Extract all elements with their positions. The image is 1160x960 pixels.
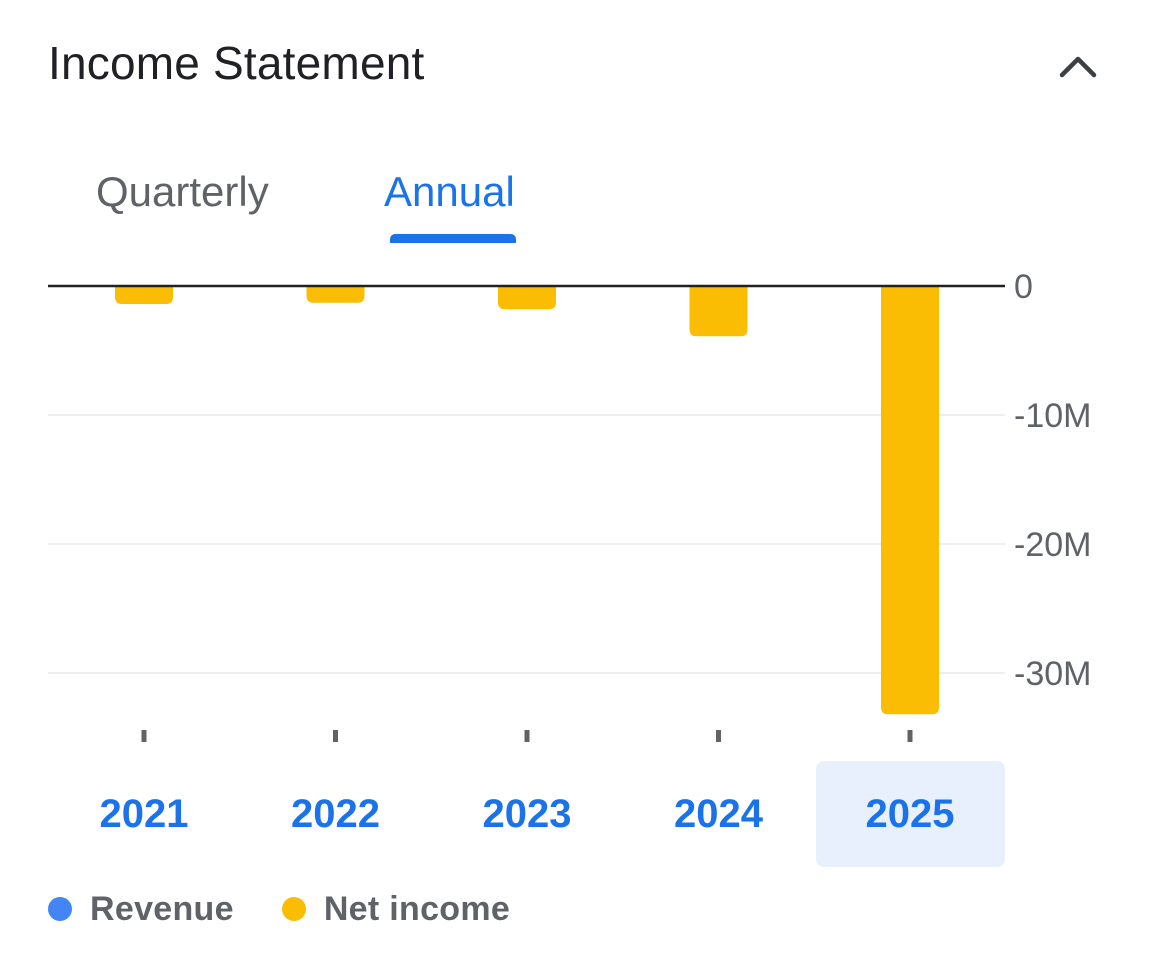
collapse-button[interactable] [1048, 38, 1108, 94]
year-selector-2023[interactable] [433, 761, 622, 867]
bar-net-income [115, 286, 173, 305]
period-tabs: Quarterly Annual [48, 160, 748, 246]
active-tab-indicator [390, 234, 516, 243]
bar-net-income [498, 286, 556, 310]
tab-annual[interactable]: Annual [384, 168, 515, 215]
tab-quarterly[interactable]: Quarterly [96, 168, 269, 215]
card-title: Income Statement [48, 37, 425, 89]
card-header: Income Statement [48, 30, 1108, 100]
chart-legend: Revenue Net income [48, 884, 558, 934]
bar-net-income [689, 286, 748, 337]
x-tick-mark [716, 730, 721, 742]
legend-label-revenue: Revenue [90, 889, 234, 928]
x-tick-mark [907, 730, 913, 742]
y-tick-label: -20M [1014, 526, 1091, 564]
bar-net-income [306, 286, 365, 303]
legend-label-net-income: Net income [323, 889, 511, 928]
y-tick-label: -10M [1014, 397, 1091, 435]
legend-dot-revenue [48, 897, 72, 921]
year-selector-2022[interactable] [242, 761, 431, 867]
x-tick-mark [524, 730, 530, 742]
year-selector-2021[interactable] [50, 761, 239, 867]
legend-item-revenue: Revenue [48, 890, 234, 929]
chevron-up-icon [1059, 56, 1097, 78]
x-tick-mark [333, 730, 338, 742]
year-selector-2024[interactable] [625, 761, 814, 867]
y-tick-label: 0 [1014, 268, 1033, 306]
x-tick-mark [141, 730, 147, 742]
bar-net-income [881, 286, 939, 715]
legend-item-net-income: Net income [281, 889, 511, 929]
y-tick-label: -30M [1014, 655, 1091, 693]
legend-dot-net-income [281, 897, 306, 921]
year-selector-2025[interactable] [816, 761, 1005, 867]
